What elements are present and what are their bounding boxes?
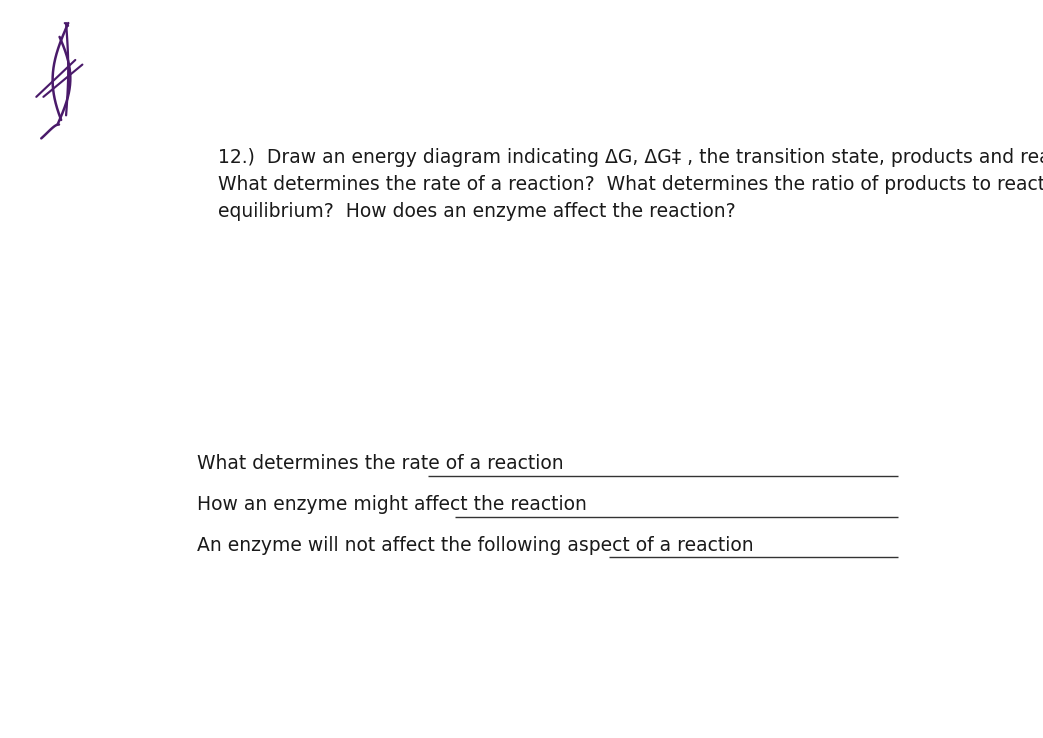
- Text: equilibrium?  How does an enzyme affect the reaction?: equilibrium? How does an enzyme affect t…: [218, 202, 735, 221]
- Text: What determines the rate of a reaction: What determines the rate of a reaction: [197, 455, 563, 473]
- Text: How an enzyme might affect the reaction: How an enzyme might affect the reaction: [197, 495, 586, 514]
- Text: 12.)  Draw an energy diagram indicating ΔG, ΔG‡ , the transition state, products: 12.) Draw an energy diagram indicating Δ…: [218, 148, 1043, 168]
- Text: An enzyme will not affect the following aspect of a reaction: An enzyme will not affect the following …: [197, 536, 753, 554]
- Text: What determines the rate of a reaction?  What determines the ratio of products t: What determines the rate of a reaction? …: [218, 175, 1043, 194]
